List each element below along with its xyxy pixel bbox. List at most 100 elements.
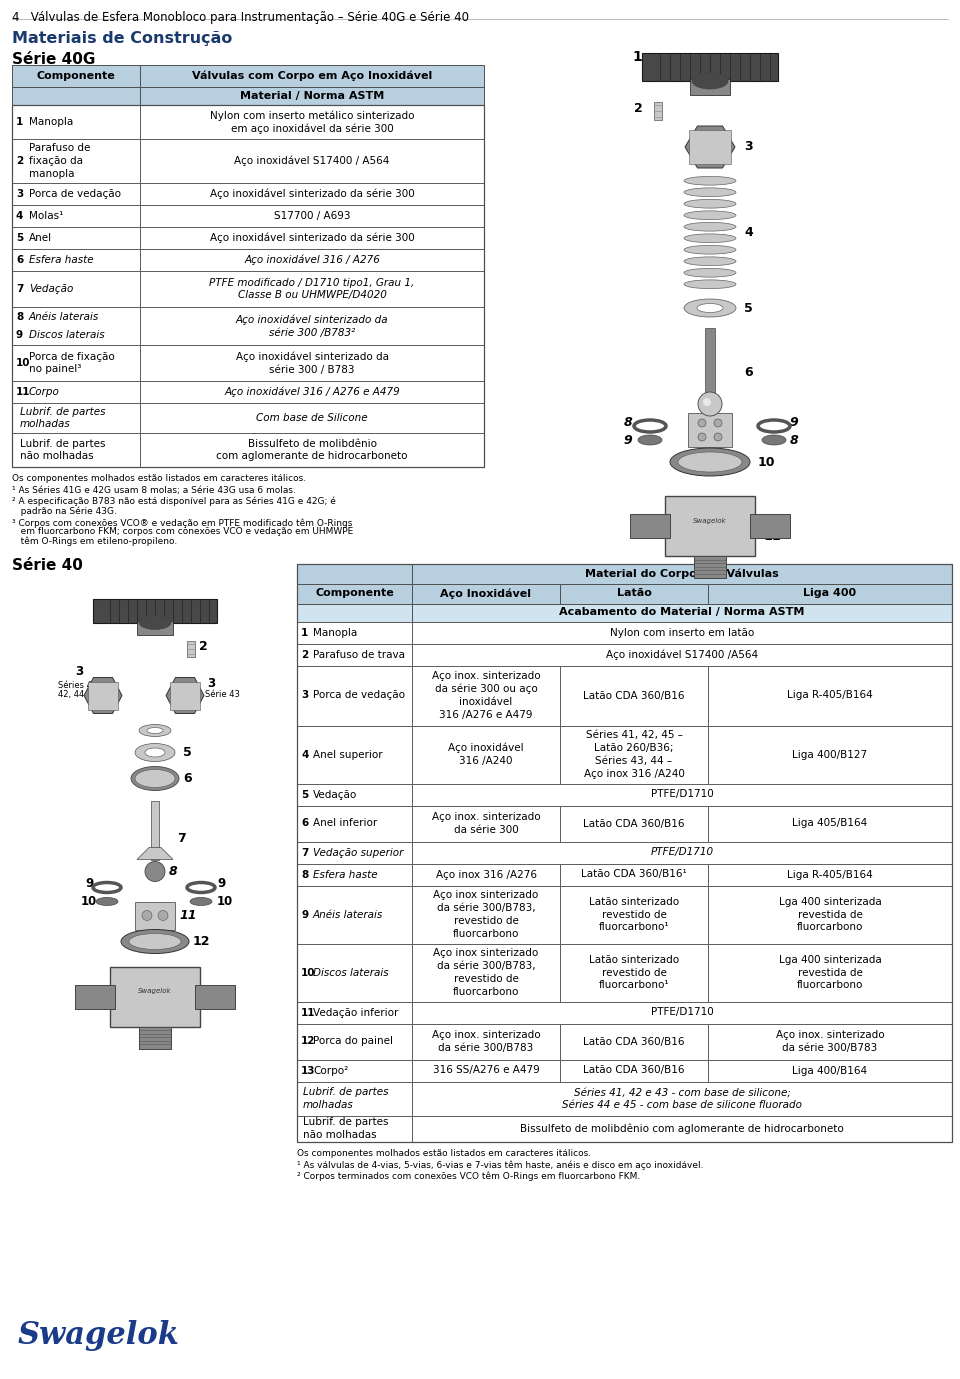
Text: 8: 8	[790, 433, 799, 447]
Ellipse shape	[684, 188, 736, 197]
Bar	[187, 640, 195, 656]
Bar	[12, 228, 140, 250]
Text: Os componentes molhados estão listados em caracteres itálicos.: Os componentes molhados estão listados e…	[297, 1149, 591, 1157]
Text: 9: 9	[301, 910, 308, 920]
Text: Lga 400 sinterizada
revestida de
fluorcarbono: Lga 400 sinterizada revestida de fluorca…	[779, 896, 881, 932]
Text: Porca de fixação
no painel³: Porca de fixação no painel³	[29, 352, 115, 375]
Polygon shape	[137, 848, 173, 859]
Bar	[689, 130, 731, 164]
Bar	[140, 433, 484, 467]
Bar	[297, 1001, 412, 1023]
Bar	[151, 800, 159, 859]
Bar	[560, 1023, 708, 1059]
Bar	[412, 841, 952, 863]
Text: Aço inox. sinterizado
da série 300/B783: Aço inox. sinterizado da série 300/B783	[432, 1030, 540, 1054]
Bar	[140, 308, 484, 345]
Ellipse shape	[684, 269, 736, 277]
Text: 3: 3	[744, 141, 753, 153]
Text: Liga 405/B164: Liga 405/B164	[792, 819, 868, 829]
Bar	[694, 556, 726, 578]
Text: ¹ As válvulas de 4-vias, 5-vias, 6-vias e 7-vias têm haste, anéis e disco em aço: ¹ As válvulas de 4-vias, 5-vias, 6-vias …	[297, 1160, 704, 1169]
Bar	[297, 725, 412, 783]
Text: ² A especificação B783 não está disponível para as Séries 41G e 42G; é: ² A especificação B783 não está disponív…	[12, 496, 336, 506]
Text: Anel inferior: Anel inferior	[313, 819, 377, 829]
Text: 10: 10	[758, 455, 776, 469]
Bar	[75, 985, 115, 1008]
Bar	[12, 105, 140, 139]
Bar	[708, 1023, 952, 1059]
Text: 2: 2	[301, 650, 308, 659]
Bar	[412, 564, 952, 583]
Polygon shape	[685, 125, 735, 168]
Bar	[140, 381, 484, 403]
Text: Aço inoxidável 316 / A276 e A479: Aço inoxidável 316 / A276 e A479	[224, 386, 400, 397]
Text: Porca de vedação: Porca de vedação	[29, 189, 121, 199]
Ellipse shape	[139, 724, 171, 736]
Bar	[560, 1059, 708, 1081]
Text: 6: 6	[301, 819, 308, 829]
Bar	[93, 598, 217, 622]
Bar	[140, 403, 484, 433]
Text: Latão CDA 360/B16: Latão CDA 360/B16	[584, 819, 684, 829]
Ellipse shape	[684, 245, 736, 254]
Text: 3: 3	[75, 665, 84, 678]
Text: 6: 6	[744, 365, 753, 378]
Text: Com base de Silicone: Com base de Silicone	[256, 412, 368, 423]
Bar	[750, 514, 790, 538]
Text: 1: 1	[301, 627, 308, 637]
Text: Parafuso de
fixação da
manopla: Parafuso de fixação da manopla	[29, 143, 90, 179]
Ellipse shape	[145, 747, 165, 757]
Circle shape	[698, 433, 706, 441]
Polygon shape	[84, 677, 122, 713]
Text: Aço inoxidável S17400 /A564: Aço inoxidável S17400 /A564	[606, 650, 758, 659]
Bar	[560, 725, 708, 783]
Bar	[412, 1023, 560, 1059]
Text: Manopla: Manopla	[29, 117, 73, 127]
Text: Vedação: Vedação	[313, 790, 357, 800]
Text: ³ Corpos com conexões VCO® e vedação em PTFE modificado têm O-Rings: ³ Corpos com conexões VCO® e vedação em …	[12, 519, 352, 528]
Bar	[12, 403, 140, 433]
Ellipse shape	[139, 615, 171, 629]
Text: ¹ As Séries 41G e 42G usam 8 molas; a Série 43G usa 6 molas.: ¹ As Séries 41G e 42G usam 8 molas; a Sé…	[12, 485, 296, 495]
Bar	[140, 250, 484, 272]
Bar	[140, 205, 484, 228]
Ellipse shape	[684, 200, 736, 208]
Text: Bissulfeto de molibdênio com aglomerante de hidrocarboneto: Bissulfeto de molibdênio com aglomerante…	[520, 1124, 844, 1134]
Ellipse shape	[135, 769, 175, 787]
Text: S17700 / A693: S17700 / A693	[274, 211, 350, 221]
Text: 1: 1	[632, 50, 641, 63]
Bar	[412, 666, 560, 725]
Text: Material / Norma ASTM: Material / Norma ASTM	[240, 91, 384, 101]
Text: 10: 10	[16, 359, 31, 368]
Text: Liga 400: Liga 400	[804, 589, 856, 598]
Text: 9: 9	[16, 331, 23, 341]
Text: 4   Válvulas de Esfera Monobloco para Instrumentação – Série 40G e Série 40: 4 Válvulas de Esfera Monobloco para Inst…	[12, 11, 469, 23]
Bar	[708, 583, 952, 604]
Ellipse shape	[684, 280, 736, 288]
Text: Latão CDA 360/B16: Latão CDA 360/B16	[584, 1066, 684, 1076]
Bar	[110, 967, 200, 1026]
Text: Latão CDA 360/B16¹: Latão CDA 360/B16¹	[581, 870, 686, 880]
Bar	[12, 272, 140, 308]
Bar	[560, 805, 708, 841]
Text: Válvulas com Corpo em Aço Inoxidável: Válvulas com Corpo em Aço Inoxidável	[192, 70, 432, 81]
Text: 316 SS/A276 e A479: 316 SS/A276 e A479	[433, 1066, 540, 1076]
Bar	[88, 681, 118, 710]
Bar	[560, 666, 708, 725]
Text: 13: 13	[205, 998, 223, 1011]
Text: Aço inox sinterizado
da série 300/B783,
revestido de
fluorcarbono: Aço inox sinterizado da série 300/B783, …	[433, 891, 539, 939]
Text: 4: 4	[16, 211, 23, 221]
Bar	[297, 1116, 412, 1142]
Bar	[140, 345, 484, 381]
Text: PTFE/D1710: PTFE/D1710	[651, 790, 713, 800]
Ellipse shape	[96, 898, 118, 906]
Text: Lga 400 sinterizada
revestida de
fluorcarbono: Lga 400 sinterizada revestida de fluorca…	[779, 954, 881, 990]
Bar	[708, 666, 952, 725]
Text: PTFE/D1710: PTFE/D1710	[651, 1008, 713, 1018]
Bar	[12, 105, 484, 467]
Text: Aço inox sinterizado
da série 300/B783,
revestido de
fluorcarbono: Aço inox sinterizado da série 300/B783, …	[433, 949, 539, 997]
Bar	[297, 805, 412, 841]
Text: Corpo²: Corpo²	[313, 1066, 348, 1076]
Text: 11: 11	[764, 530, 781, 542]
Text: Latão CDA 360/B16: Latão CDA 360/B16	[584, 691, 684, 701]
